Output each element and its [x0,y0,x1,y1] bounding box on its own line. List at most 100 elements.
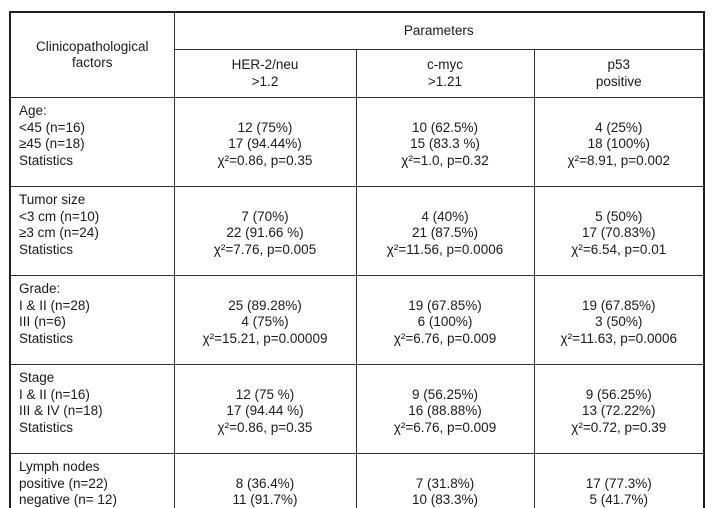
stats-line: χ²=6.76, p=0.009 [393,419,497,435]
value-line: 15 (83.3 %) [410,136,480,151]
clinicopathological-parameters-table: Clinicopathological factors Parameters H… [9,11,706,508]
stats-line: χ²=11.56, p=0.0006 [386,241,504,257]
spacer-line [535,281,704,298]
data-cell-age-p53: 4 (25%) 18 (100%) χ²=8.91, p=0.002 [533,97,705,187]
stats-line: χ²=6.76, p=0.009 [393,330,497,346]
factor-line: I & II (n=16) [19,386,90,402]
factor-line: ≥45 (n=18) [19,136,85,151]
value-line: 10 (83.3%) [411,492,479,507]
stats-line: χ²=7.76, p=0.005 [213,241,317,257]
column-header-cmyc-name: c-myc [427,57,463,73]
value-line: 4 (75%) [241,314,289,329]
header-row-subcolumns: HER-2/neu >1.2 c-myc >1.21 p53 positive [10,49,705,98]
factor-line: I & II (n=28) [19,297,90,313]
spacer-line [535,459,704,476]
value-line: 4 (40%) [421,208,469,224]
factor-line: Grade: [19,281,61,296]
stats-line: χ²=15.21, p=0.00009 [202,330,328,346]
data-cell-stage-cmyc: 9 (56.25%) 16 (88.88%) χ²=6.76, p=0.009 [355,364,535,454]
data-cell-stage-p53: 9 (56.25%) 13 (72.22%) χ²=0.72, p=0.39 [533,364,705,454]
data-cell-age-her2: 12 (75%) 17 (94.44%) χ²=0.86, p=0.35 [173,97,357,187]
factor-line: Lymph nodes [19,459,100,474]
value-line: 22 (91.66 %) [226,225,304,240]
spacer-line [357,103,534,120]
value-line: 13 (72.22%) [581,403,656,418]
stats-line: χ²=0.72, p=0.39 [571,419,667,435]
factor-line: positive (n=22) [19,475,108,491]
spacer-line [535,103,704,120]
table-row-lymph-nodes: Lymph nodes positive (n=22) negative (n=… [9,453,705,508]
stats-line: χ²=1.0, p=0.32 [401,152,489,168]
spacer-line [357,459,534,476]
value-line: 17 (94.44%) [228,136,302,151]
factor-line: III (n=6) [19,314,66,329]
value-line: 4 (25%) [595,119,643,135]
data-cell-tumor-size-her2: 7 (70%) 22 (91.66 %) χ²=7.76, p=0.005 [173,186,357,276]
spacer-line [357,281,534,298]
header-row-parameters: Clinicopathological factors Parameters [9,11,705,98]
factor-line: <3 cm (n=10) [19,208,100,224]
factor-line: Statistics [19,419,74,435]
table-row-stage: Stage I & II (n=16) III & IV (n=18) Stat… [9,364,705,454]
factor-line: Statistics [19,152,74,168]
value-line: 12 (75 %) [235,386,295,402]
value-line: 8 (36.4%) [235,475,295,491]
factor-cell-tumor-size: Tumor size <3 cm (n=10) ≥3 cm (n=24) Sta… [9,186,175,276]
factor-line: Stage [19,370,55,385]
value-line: 3 (50%) [595,314,643,329]
stats-line: χ²=0.86, p=0.35 [217,152,313,168]
data-cell-grade-p53: 19 (67.85%) 3 (50%) χ²=11.63, p=0.0006 [533,275,705,365]
data-cell-age-cmyc: 10 (62.5%) 15 (83.3 %) χ²=1.0, p=0.32 [355,97,535,187]
spacer-line [175,103,356,120]
spacer-line [175,192,356,209]
column-header-p53: p53 positive [533,49,705,98]
value-line: 17 (70.83%) [581,225,656,240]
factor-line: Tumor size [19,192,86,207]
data-cell-tumor-size-cmyc: 4 (40%) 21 (87.5%) χ²=11.56, p=0.0006 [355,186,535,276]
value-line: 9 (56.25%) [411,386,479,402]
spacer-line [175,281,356,298]
stats-line: χ²=8.91, p=0.002 [567,152,670,168]
value-line: 18 (100%) [587,136,650,151]
stats-line: χ²=0.86, p=0.35 [217,419,313,435]
value-line: 12 (75%) [237,119,293,135]
spacer-line [357,370,534,387]
data-cell-lymph-nodes-her2: 8 (36.4%) 11 (91.7%) χ²=2.94, p=0.37 [173,453,357,508]
column-header-cmyc-threshold: >1.21 [427,73,463,89]
value-line: 7 (70%) [241,208,289,224]
spacer-line [175,459,356,476]
corner-header-cell: Clinicopathological factors [9,11,175,98]
column-header-cmyc: c-myc >1.21 [355,49,535,98]
column-header-her2-name: HER-2/neu [231,57,299,73]
spacer-line [535,192,704,209]
data-cell-grade-her2: 25 (89.28%) 4 (75%) χ²=15.21, p=0.00009 [173,275,357,365]
factor-line: ≥3 cm (n=24) [19,225,99,240]
factor-cell-age: Age: <45 (n=16) ≥45 (n=18) Statistics [9,97,175,187]
value-line: 19 (67.85%) [408,297,482,313]
factor-line: Statistics [19,330,74,346]
value-line: 17 (94.44 %) [226,403,304,418]
data-cell-grade-cmyc: 19 (67.85%) 6 (100%) χ²=6.76, p=0.009 [355,275,535,365]
factor-cell-lymph-nodes: Lymph nodes positive (n=22) negative (n=… [9,453,175,508]
table-row-grade: Grade: I & II (n=28) III (n=6) Statistic… [9,275,705,365]
spacer-line [535,370,704,387]
column-header-p53-name: p53 [607,57,631,73]
spacer-line [357,192,534,209]
corner-header-line-1: Clinicopathological [35,38,149,54]
table-row-tumor-size: Tumor size <3 cm (n=10) ≥3 cm (n=24) Sta… [9,186,705,276]
column-header-her2: HER-2/neu >1.2 [173,49,357,98]
parameters-header-cell: Parameters [173,11,705,51]
value-line: 5 (41.7%) [589,492,649,507]
factor-line: negative (n= 12) [19,492,117,507]
table-row-age: Age: <45 (n=16) ≥45 (n=18) Statistics 12… [9,97,705,187]
column-header-her2-threshold: >1.2 [251,73,279,89]
value-line: 25 (89.28%) [228,297,302,313]
data-cell-lymph-nodes-p53: 17 (77.3%) 5 (41.7%) χ²=5.54, p=0.05 [533,453,705,508]
factor-cell-stage: Stage I & II (n=16) III & IV (n=18) Stat… [9,364,175,454]
value-line: 17 (77.3%) [585,475,652,491]
spacer-line [175,370,356,387]
factor-cell-grade: Grade: I & II (n=28) III (n=6) Statistic… [9,275,175,365]
value-line: 10 (62.5%) [411,119,479,135]
factor-line: Statistics [19,241,74,257]
data-cell-tumor-size-p53: 5 (50%) 17 (70.83%) χ²=6.54, p=0.01 [533,186,705,276]
